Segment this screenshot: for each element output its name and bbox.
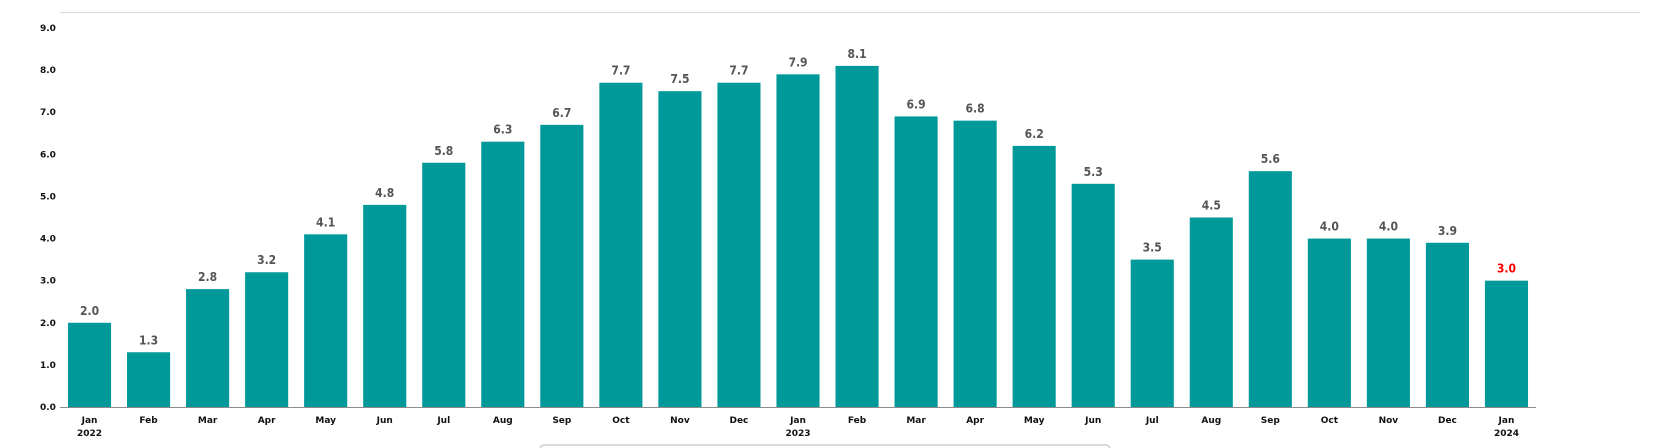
x-category-label: Dec <box>1438 416 1457 426</box>
bar <box>1130 259 1174 407</box>
x-category-label: Nov <box>670 416 690 426</box>
x-category-label: Apr <box>258 416 276 426</box>
x-year-label: 2022 <box>77 429 102 439</box>
bar <box>1484 280 1529 407</box>
data-labels: 2.0 1.3 2.8 3.2 4.1 4.8 5.8 6.3 6.7 7.7 7.5 7.7 7.9 8… <box>80 47 1516 347</box>
data-label: 5.8 <box>434 144 453 158</box>
x-category-label: Mar <box>906 416 926 426</box>
bar <box>481 141 525 407</box>
data-label: 2.0 <box>80 304 99 318</box>
data-label: 7.5 <box>670 72 689 86</box>
bar <box>776 74 820 408</box>
data-label: 1.3 <box>139 333 158 347</box>
x-category-label: Nov <box>1379 416 1399 426</box>
data-label-highlight: 3.0 <box>1497 262 1516 276</box>
data-label: 4.1 <box>316 215 335 229</box>
bars <box>67 65 1529 408</box>
bar <box>1248 171 1292 407</box>
data-label: 8.1 <box>847 47 866 61</box>
data-label: 7.7 <box>729 64 748 78</box>
bar <box>422 162 466 407</box>
bar <box>67 322 112 407</box>
x-category-label: Jan <box>789 416 806 426</box>
y-tick-label: 9.0 <box>40 24 56 34</box>
y-tick-label: 7.0 <box>40 108 56 118</box>
x-category-label: Jan <box>81 416 98 426</box>
y-tick-label: 6.0 <box>40 150 56 160</box>
data-label: 7.7 <box>611 64 630 78</box>
bar <box>835 65 879 408</box>
x-category-label: May <box>1024 416 1045 426</box>
y-tick-label: 0.0 <box>40 403 56 413</box>
y-tick-label: 1.0 <box>40 361 56 371</box>
x-category-label: Jun <box>1084 416 1101 426</box>
x-category-label: Jul <box>436 416 450 426</box>
x-category-label: Sep <box>552 416 572 426</box>
bar <box>1189 217 1233 407</box>
x-category-label: Feb <box>139 416 158 426</box>
y-tick-label: 3.0 <box>40 277 56 287</box>
scroll-thumb[interactable] <box>539 444 1111 448</box>
data-label: 6.2 <box>1025 127 1044 141</box>
data-label: 5.6 <box>1261 152 1280 166</box>
bar <box>1012 145 1056 407</box>
data-label: 4.8 <box>375 186 394 200</box>
x-category-label: May <box>315 416 336 426</box>
x-category-label: Jul <box>1145 416 1159 426</box>
data-label: 4.0 <box>1379 220 1398 234</box>
data-label: 6.3 <box>493 123 512 137</box>
bar <box>894 116 938 407</box>
data-label: 6.9 <box>907 97 926 111</box>
y-tick-label: 5.0 <box>40 192 56 202</box>
data-label: 3.2 <box>257 253 276 267</box>
bar <box>363 204 407 407</box>
bar <box>1366 238 1410 407</box>
data-label: 3.9 <box>1438 224 1457 238</box>
bar <box>953 120 997 408</box>
bar <box>304 234 348 407</box>
data-label: 4.0 <box>1320 220 1339 234</box>
x-year-label: 2023 <box>785 429 810 439</box>
bar <box>540 124 584 407</box>
data-label: 6.7 <box>552 106 571 120</box>
bar <box>599 82 643 407</box>
x-year-label: 2024 <box>1494 429 1519 439</box>
bar <box>1071 183 1115 407</box>
y-tick-label: 8.0 <box>40 66 56 76</box>
data-label: 4.5 <box>1202 199 1221 213</box>
data-label: 5.3 <box>1084 165 1103 179</box>
bar <box>658 91 702 408</box>
x-category-label: Apr <box>966 416 984 426</box>
bar <box>1425 242 1469 407</box>
y-tick-label: 2.0 <box>40 319 56 329</box>
x-category-label: Sep <box>1261 416 1281 426</box>
data-label: 2.8 <box>198 270 217 284</box>
x-category-label: Aug <box>493 416 513 426</box>
bar <box>245 272 289 407</box>
x-category-label: Oct <box>612 416 630 426</box>
x-axis-category-labels: Jan Feb Mar Apr May Jun Jul Aug Sep Oct Nov Dec Jan F… <box>81 416 1515 426</box>
data-label: 6.8 <box>966 102 985 116</box>
bottom-scroll-thumb[interactable] <box>539 444 1111 448</box>
x-category-label: Mar <box>198 416 218 426</box>
x-category-label: Oct <box>1321 416 1339 426</box>
bar <box>717 82 761 407</box>
bar <box>186 289 230 407</box>
y-tick-label: 4.0 <box>40 235 56 245</box>
data-label: 3.5 <box>1143 241 1162 255</box>
x-category-label: Jun <box>376 416 393 426</box>
y-axis-tick-labels: 0.0 1.0 2.0 3.0 4.0 5.0 6.0 7.0 8.0 9.0 <box>40 24 56 413</box>
x-axis-year-labels: 2022 2023 2024 <box>77 429 1519 439</box>
x-category-label: Aug <box>1201 416 1221 426</box>
x-category-label: Jan <box>1498 416 1515 426</box>
x-category-label: Dec <box>729 416 748 426</box>
data-label: 7.9 <box>788 55 807 69</box>
x-category-label: Feb <box>848 416 867 426</box>
bar <box>1307 238 1351 407</box>
bar <box>127 352 171 407</box>
